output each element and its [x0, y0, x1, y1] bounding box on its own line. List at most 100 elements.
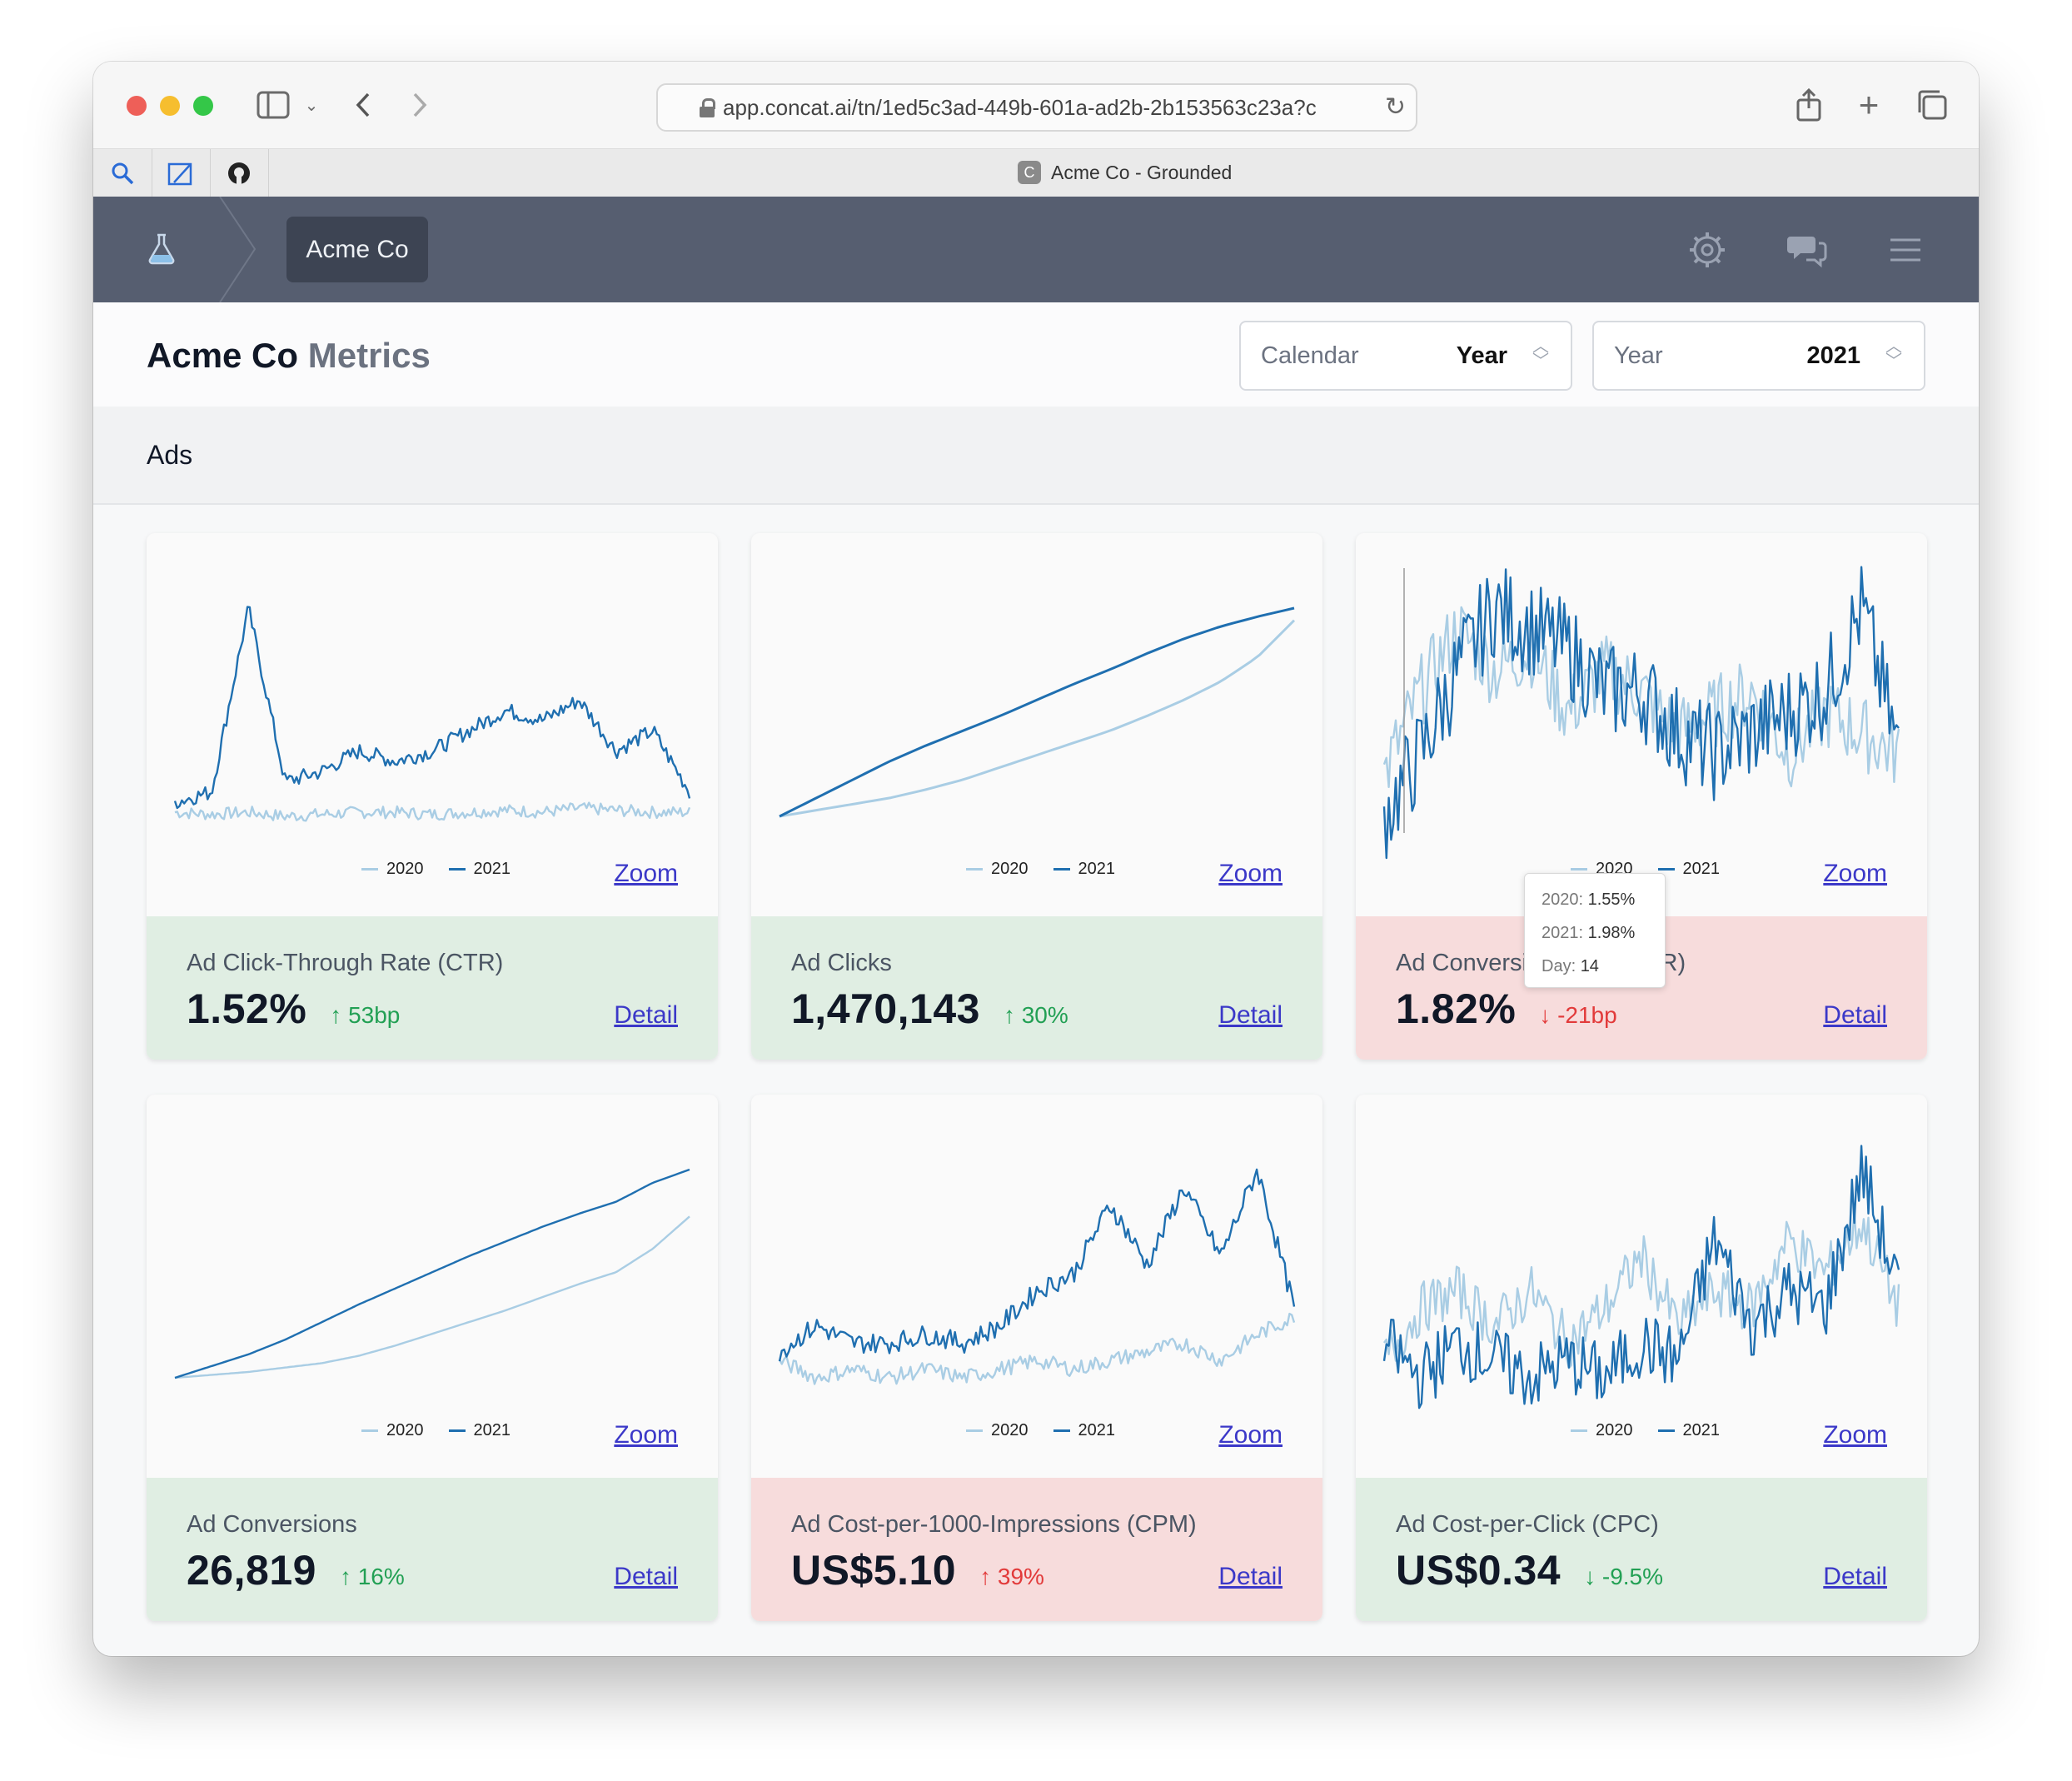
chat-icon[interactable] — [1787, 230, 1827, 270]
gear-icon[interactable] — [1687, 230, 1727, 270]
reload-icon[interactable]: ↻ — [1384, 93, 1406, 121]
series-line-2021 — [174, 1168, 690, 1379]
detail-link[interactable]: Detail — [1218, 1001, 1283, 1029]
legend-label-2021: 2021 — [473, 1421, 511, 1439]
calendar-select[interactable]: Calendar Year ︿ ﹀ — [1239, 321, 1572, 391]
zoom-link[interactable]: Zoom — [614, 860, 678, 887]
metric-chart[interactable] — [1356, 1095, 1927, 1478]
series-line-2020 — [1382, 606, 1900, 788]
metric-delta-value: 16% — [357, 1564, 405, 1589]
tooltip-key-2020: 2020: — [1542, 890, 1584, 909]
tab-overview-icon[interactable] — [1914, 87, 1950, 123]
metric-card: 2020 2021 Zoom Ad Cost-per-Click (CPC) US$0.… — [1356, 1095, 1927, 1621]
metric-title: Ad Click-Through Rate (CTR) — [187, 950, 504, 976]
zoom-link[interactable]: Zoom — [1823, 860, 1887, 887]
series-line-2020 — [174, 1215, 690, 1379]
calendar-select-label: Calendar — [1261, 342, 1359, 369]
tooltip-val-2021: 1.98% — [1587, 924, 1636, 942]
notes-icon[interactable] — [152, 149, 211, 197]
metric-summary: Ad Click-Through Rate (CTR) 1.52% ↑ 53bp De… — [147, 916, 718, 1060]
metric-chart[interactable] — [147, 1095, 718, 1478]
lock-icon — [700, 98, 715, 117]
detail-link[interactable]: Detail — [614, 1001, 678, 1029]
hamburger-menu-icon[interactable] — [1885, 230, 1925, 270]
flask-logo-icon[interactable] — [145, 232, 178, 265]
section-title: Ads — [147, 440, 193, 470]
legend-label-2020: 2020 — [1596, 1421, 1633, 1439]
legend-swatch-2020 — [1571, 1429, 1587, 1432]
metric-chart[interactable] — [1356, 533, 1927, 916]
metric-title: Ad Cost-per-1000-Impressions (CPM) — [791, 1511, 1197, 1538]
detail-link[interactable]: Detail — [1823, 1563, 1887, 1590]
arrow-up-icon: ↑ — [979, 1564, 992, 1589]
metric-delta-value: -9.5% — [1601, 1564, 1664, 1589]
metric-chart[interactable] — [147, 533, 718, 916]
legend-swatch-2020 — [966, 868, 983, 871]
metric-delta-value: 53bp — [348, 1002, 401, 1028]
active-tab[interactable]: C Acme Co - Grounded — [1018, 161, 1232, 184]
legend-item-2020: 2020 — [361, 860, 424, 879]
metric-card: 2020 2021 Zoom Ad Click-Through Rate (CTR) 1… — [147, 533, 718, 1060]
search-icon[interactable] — [93, 149, 152, 197]
arrow-down-icon: ↓ — [1539, 1002, 1552, 1028]
metric-delta: ↓ -9.5% — [1584, 1564, 1663, 1590]
detail-link[interactable]: Detail — [614, 1563, 678, 1590]
metric-value: 1,470,143 — [791, 985, 980, 1032]
close-window-button[interactable] — [127, 96, 147, 116]
metric-title: Ad Conversions — [187, 1511, 357, 1538]
metric-delta: ↑ 53bp — [330, 1002, 400, 1029]
metric-summary: Ad Cost-per-Click (CPC) US$0.34 ↓ -9.5% Det… — [1356, 1478, 1927, 1621]
metric-delta: ↑ 39% — [979, 1564, 1044, 1590]
year-select[interactable]: Year 2021 ︿ ﹀ — [1592, 321, 1925, 391]
zoom-link[interactable]: Zoom — [1218, 1421, 1283, 1449]
legend-item-2021: 2021 — [448, 860, 511, 879]
tab-bar: C Acme Co - Grounded — [93, 148, 1979, 198]
zoom-link[interactable]: Zoom — [1218, 860, 1283, 887]
legend-item-2020: 2020 — [966, 860, 1029, 879]
github-icon[interactable] — [210, 149, 269, 197]
legend-label-2020: 2020 — [386, 1421, 424, 1439]
legend-item-2020: 2020 — [361, 1421, 424, 1440]
metric-chart[interactable] — [751, 1095, 1322, 1478]
arrow-up-icon: ↑ — [1003, 1002, 1015, 1028]
breadcrumb-acme-co[interactable]: Acme Co — [286, 217, 428, 282]
chevron-down-icon[interactable]: ⌄ — [304, 96, 319, 115]
detail-link[interactable]: Detail — [1218, 1563, 1283, 1590]
metric-title: Ad Cost-per-Click (CPC) — [1396, 1511, 1659, 1538]
legend-label-2021: 2021 — [1078, 860, 1116, 878]
series-line-2020 — [1383, 1210, 1900, 1369]
app-navbar: Acme Co — [93, 197, 1979, 302]
metric-delta-value: -21bp — [1557, 1002, 1617, 1028]
back-icon[interactable] — [345, 87, 381, 123]
legend-label-2020: 2020 — [991, 1421, 1029, 1439]
year-select-label: Year — [1614, 342, 1663, 369]
series-line-2020 — [174, 801, 691, 822]
chart-legend: 2020 2021 — [966, 1421, 1140, 1440]
metric-value-row: 1.82% ↓ -21bp — [1396, 985, 1617, 1033]
chart-legend: 2020 2021 — [361, 1421, 535, 1440]
address-bar[interactable]: app.concat.ai/tn/1ed5c3ad-449b-601a-ad2b… — [656, 83, 1417, 132]
new-tab-icon[interactable]: + — [1858, 85, 1880, 124]
legend-item-2021: 2021 — [1053, 1421, 1115, 1440]
detail-link[interactable]: Detail — [1823, 1001, 1887, 1029]
metric-chart[interactable] — [751, 533, 1322, 916]
legend-swatch-2021 — [1657, 1429, 1675, 1432]
tooltip-key-day: Day: — [1542, 957, 1576, 975]
metric-delta: ↑ 30% — [1004, 1002, 1068, 1029]
metric-value: US$0.34 — [1396, 1547, 1561, 1594]
arrow-down-icon: ↓ — [1584, 1564, 1596, 1589]
sidebar-toggle-icon[interactable] — [255, 87, 291, 123]
maximize-window-button[interactable] — [193, 96, 213, 116]
chart-legend: 2020 2021 — [361, 860, 535, 879]
series-line-2021 — [173, 606, 691, 810]
section-header: Ads — [93, 407, 1979, 505]
minimize-window-button[interactable] — [160, 96, 180, 116]
series-line-2020 — [778, 1312, 1296, 1385]
zoom-link[interactable]: Zoom — [1823, 1421, 1887, 1449]
zoom-link[interactable]: Zoom — [614, 1421, 678, 1449]
metric-value: 1.52% — [187, 985, 307, 1032]
forward-icon[interactable] — [401, 87, 438, 123]
metric-card: 2020 2021 Zoom Ad Clicks 1,470,143 ↑ 30% Detai… — [751, 533, 1322, 1060]
metric-value: US$5.10 — [791, 1547, 957, 1594]
share-icon[interactable] — [1791, 87, 1827, 123]
